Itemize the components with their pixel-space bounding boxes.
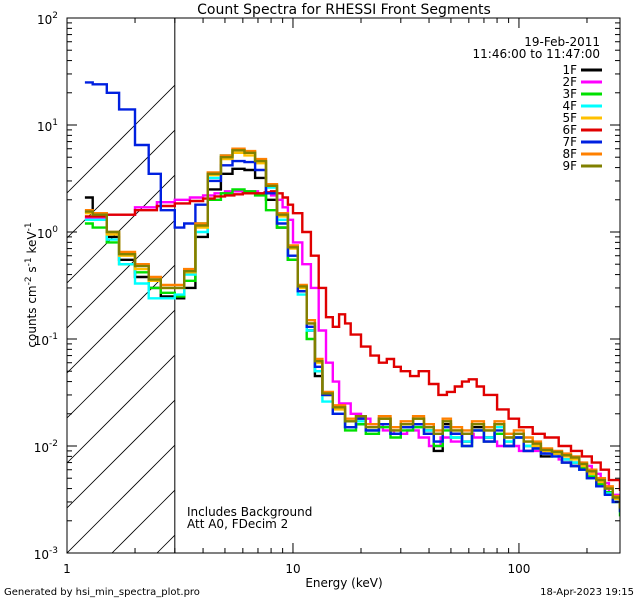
legend-label-2F: 2F: [562, 75, 577, 89]
annotation-background: Includes Background: [187, 505, 312, 519]
y-tick-label: 101: [37, 118, 58, 134]
y-axis-ticks: 10-3 10-2 10-1 100 101 102: [34, 11, 620, 562]
legend-label-3F: 3F: [562, 87, 577, 101]
chart-title: Count Spectra for RHESSI Front Segments: [197, 2, 491, 18]
x-tick-label: 100: [507, 562, 530, 576]
footer-generated-by: Generated by hsi_min_spectra_plot.pro: [4, 587, 200, 598]
hatch-line: [67, 129, 176, 239]
hatch-line: [67, 174, 176, 284]
hatch-line: [111, 489, 176, 553]
legend-label-7F: 7F: [562, 135, 577, 149]
legend-label-4F: 4F: [562, 99, 577, 113]
date-label: 19-Feb-2011: [524, 35, 600, 49]
y-tick-label: 102: [37, 11, 58, 27]
hatch-line: [67, 264, 176, 374]
hatch-line: [67, 354, 176, 464]
legend-label-5F: 5F: [562, 111, 577, 125]
hatched-region: [67, 18, 176, 553]
x-tick-label: 1: [63, 562, 71, 576]
y-label-exp1: -2: [24, 276, 34, 285]
series-line-1F: [84, 167, 620, 511]
series-line-3F: [84, 188, 620, 517]
time-range-label: 11:46:00 to 11:47:00: [473, 47, 600, 61]
legend-label-9F: 9F: [562, 159, 577, 173]
hatch-line: [156, 534, 176, 553]
x-axis-ticks: 1 10 100: [63, 18, 588, 576]
x-tick-label: 10: [285, 562, 300, 576]
y-label-end: keV: [25, 231, 39, 258]
y-tick-label: 100: [37, 225, 58, 241]
series-line-9F: [84, 149, 620, 509]
y-tick-label: 10-3: [34, 546, 58, 562]
hatch-line: [67, 219, 176, 329]
hatch-line: [67, 399, 176, 509]
legend-label-1F: 1F: [562, 63, 577, 77]
plot-frame: [66, 17, 621, 554]
y-label-exp2: -1: [24, 257, 34, 266]
y-label-main: counts cm: [25, 285, 39, 347]
footer-timestamp: 18-Apr-2023 19:15: [540, 587, 634, 598]
annotation-attenuator: Att A0, FDecim 2: [187, 517, 288, 531]
legend-label-6F: 6F: [562, 123, 577, 137]
y-axis-label: counts cm-2 s-1 keV-1: [24, 222, 39, 347]
y-tick-label: 10-1: [34, 332, 58, 348]
hatch-line: [67, 84, 176, 194]
hatch-line: [67, 309, 176, 419]
y-tick-label: 10-2: [34, 439, 58, 455]
series-group: [84, 81, 620, 517]
legend-label-8F: 8F: [562, 147, 577, 161]
series-line-6F: [84, 190, 620, 491]
x-axis-label: Energy (keV): [305, 576, 382, 590]
y-label-mid: s: [25, 266, 39, 276]
y-label-exp3: -1: [24, 222, 34, 231]
hatch-line: [67, 444, 176, 553]
series-line-4F: [84, 149, 620, 513]
